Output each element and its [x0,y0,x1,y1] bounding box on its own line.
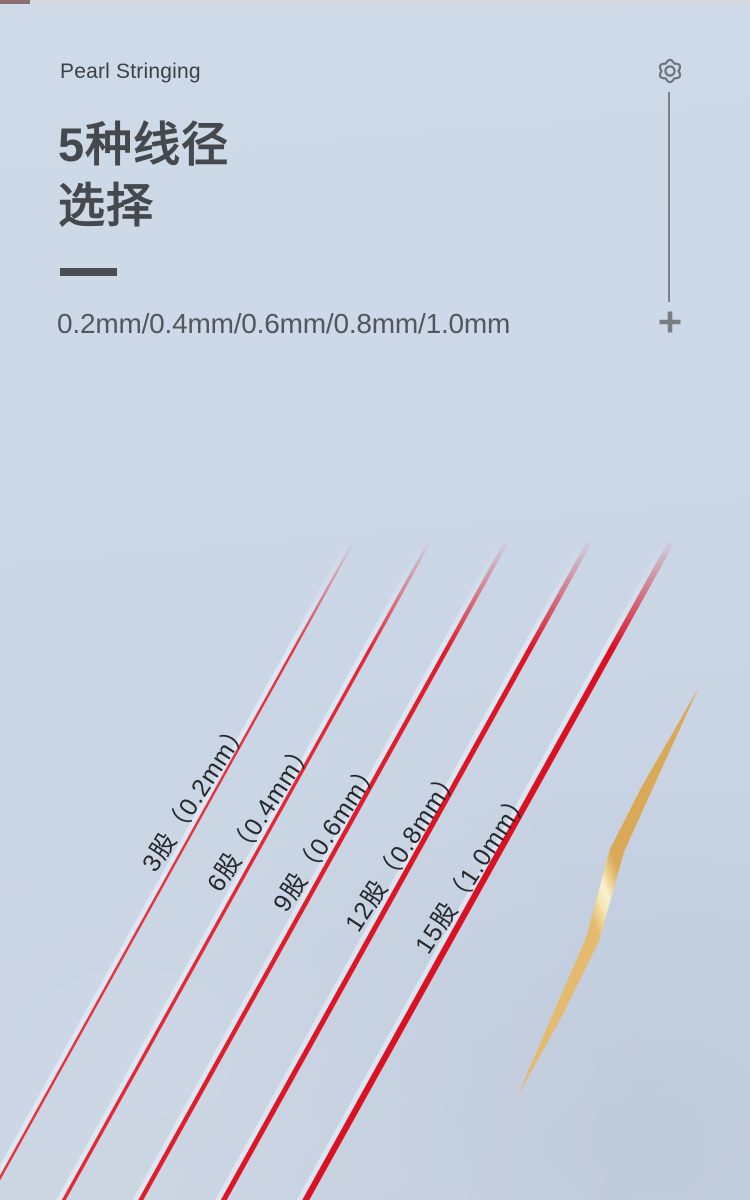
plus-icon [659,311,681,333]
title-line-1: 5种线径 [58,118,230,171]
diameter-list: 0.2mm/0.4mm/0.6mm/0.8mm/1.0mm [57,308,511,339]
eyebrow-label: Pearl Stringing [60,60,201,83]
thread-0.8mm [220,528,599,1200]
title-line-2: 选择 [58,179,154,232]
top-edge-strip [0,0,750,4]
top-strip-grey-segment [30,0,750,4]
threads-group [0,528,681,1200]
thread-0.6mm [138,528,515,1200]
gear-icon [658,58,682,84]
thread-0.4mm [61,529,438,1200]
vertical-connector-line [668,92,670,302]
page-title: 5种线径 选择 [58,114,229,236]
thread-0.2mm [0,529,362,1181]
beading-needle [517,687,699,1097]
thread-1.0mm [302,528,681,1200]
top-strip-red-segment [0,0,30,4]
accent-dash [60,268,117,276]
